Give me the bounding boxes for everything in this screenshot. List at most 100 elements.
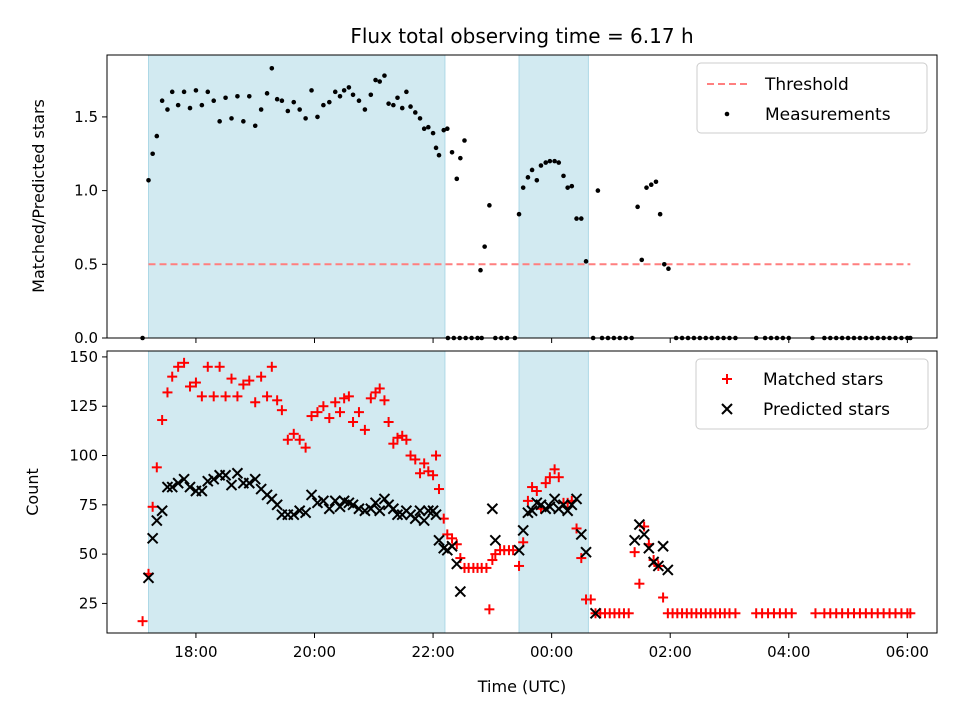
predicted-stars-points <box>142 467 674 619</box>
measurement-point <box>648 182 654 188</box>
matched-star-point <box>256 371 267 382</box>
top-y-axis-label: Matched/Predicted stars <box>29 99 48 293</box>
bottom-legend-frame <box>695 358 929 430</box>
measurement-point <box>666 266 671 272</box>
predicted-star-point <box>271 499 283 511</box>
matched-star-point <box>157 415 168 426</box>
predicted-star-point <box>454 585 467 598</box>
measurement-point <box>399 105 405 111</box>
predicted-star-point <box>557 499 570 511</box>
y-tick-label: 125 <box>69 397 98 415</box>
bottom-x-ticks: 18:00 20:00 22:00 00:00 02:00 04:00 06:00 <box>174 633 929 661</box>
predicted-star-point <box>172 477 184 489</box>
legend-threshold-label: Threshold <box>764 75 849 95</box>
matched-star-point <box>905 608 916 619</box>
matched-star-point <box>549 464 560 475</box>
matched-star-point <box>162 387 173 398</box>
matched-star-point <box>266 361 277 372</box>
matched-star-point <box>151 462 162 473</box>
observing-span <box>148 54 446 339</box>
predicted-star-point <box>151 514 163 527</box>
measurement-point <box>332 89 338 95</box>
matched-star-point <box>294 434 305 445</box>
legend-predicted-swatch <box>721 403 733 415</box>
predicted-star-point <box>288 508 300 521</box>
measurement-point <box>356 98 362 103</box>
predicted-star-point <box>451 558 463 570</box>
predicted-star-point <box>369 497 382 509</box>
bottom-y-ticks: 25 50 75 100 125 150 <box>69 348 107 612</box>
measurement-point <box>337 93 343 99</box>
predicted-star-point <box>526 505 538 517</box>
matched-star-point <box>343 391 354 402</box>
y-tick-label: 25 <box>79 594 98 612</box>
matched-star-point <box>531 486 542 497</box>
measurement-point <box>279 98 285 103</box>
matched-star-point <box>410 454 421 465</box>
predicted-star-point <box>409 512 421 525</box>
predicted-star-point <box>657 540 669 552</box>
matched-star-point <box>576 553 587 564</box>
matched-star-point <box>383 416 394 427</box>
predicted-star-point <box>347 499 359 511</box>
predicted-star-point <box>387 503 400 515</box>
matched-star-point <box>226 373 237 384</box>
measurement-point <box>525 175 531 180</box>
matched-star-point <box>306 411 317 422</box>
y-tick-label: 50 <box>79 545 98 563</box>
matched-star-point <box>585 594 596 605</box>
predicted-star-point <box>166 481 178 493</box>
matched-star-point <box>185 381 195 392</box>
predicted-star-point <box>219 469 232 481</box>
x-tick-label: 20:00 <box>293 643 336 661</box>
measurement-point <box>552 158 557 164</box>
measurement-point <box>350 92 356 98</box>
matched-star-point <box>147 501 158 512</box>
measurement-point <box>199 102 205 108</box>
measurement-point <box>661 262 667 267</box>
predicted-star-point <box>196 485 208 497</box>
legend-measurement-swatch <box>724 111 730 117</box>
measurement-point <box>482 244 487 249</box>
measurement-point <box>146 177 151 183</box>
measurement-point <box>644 185 649 190</box>
legend-matched-label: Matched stars <box>763 370 883 390</box>
matched-star-point <box>238 379 249 390</box>
measurement-point <box>547 158 553 164</box>
measurement-point <box>412 110 418 115</box>
matched-star-point <box>334 407 345 418</box>
observing-span <box>148 350 446 634</box>
measurement-point <box>362 107 368 112</box>
measurement-point <box>373 77 378 83</box>
predicted-star-point <box>378 493 391 505</box>
legend-x-marker <box>721 403 733 415</box>
chart-title: Flux total observing time = 6.17 h <box>350 24 693 48</box>
matched-star-point <box>522 495 533 506</box>
matched-star-point <box>167 371 178 382</box>
measurement-point <box>404 89 409 95</box>
matched-star-point <box>786 608 797 619</box>
y-tick-label: 0.5 <box>74 255 98 273</box>
matched-star-point <box>447 533 458 544</box>
measurement-point <box>229 116 234 121</box>
measurement-point <box>657 211 663 217</box>
measurement-point <box>556 160 562 165</box>
measurement-point <box>321 102 326 108</box>
legend-measurements-label: Measurements <box>765 105 891 125</box>
measurement-point <box>205 89 211 95</box>
measurement-point <box>595 188 601 193</box>
matched-star-point <box>173 361 184 372</box>
measurement-point <box>569 183 575 189</box>
measurement-point <box>386 101 391 106</box>
measurement-point <box>538 163 544 168</box>
predicted-star-point <box>317 495 330 507</box>
matched-star-point <box>434 484 444 495</box>
matched-stars-points <box>137 357 916 627</box>
predicted-star-point <box>430 508 442 521</box>
predicted-star-point <box>513 544 525 556</box>
matched-star-point <box>388 438 399 449</box>
matched-star-point <box>339 393 350 404</box>
measurement-point <box>377 79 383 84</box>
measurement-point <box>368 92 374 98</box>
predicted-star-point <box>662 564 674 576</box>
